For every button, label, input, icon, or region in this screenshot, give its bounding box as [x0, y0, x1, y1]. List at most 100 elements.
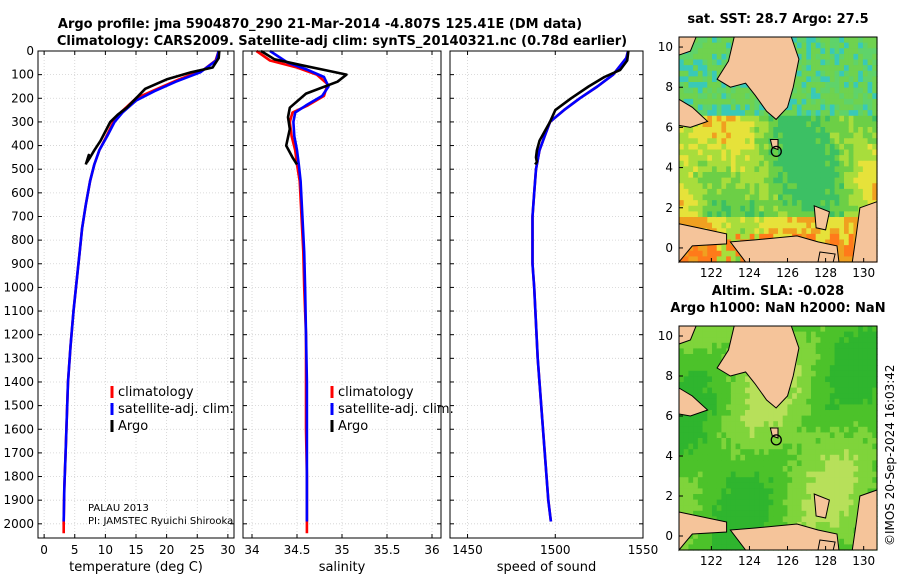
sla-cell — [815, 421, 822, 428]
sla-cell — [853, 494, 859, 501]
sst-cell — [773, 172, 779, 179]
sla-cell — [735, 443, 741, 450]
sla-cell — [796, 454, 803, 461]
sla-cell — [792, 370, 798, 377]
sst-cell — [867, 82, 873, 89]
sst-cell — [862, 48, 869, 55]
sst-cell — [707, 127, 713, 134]
sst-cell — [792, 115, 798, 122]
depth-tick-label: 1700 — [3, 446, 34, 460]
sla-cell — [834, 365, 840, 372]
sla-cell — [829, 404, 836, 411]
sla-cell — [796, 387, 803, 394]
sla-cell — [867, 454, 873, 461]
depth-tick-label: 1600 — [3, 422, 34, 436]
sla-cell — [862, 454, 869, 461]
sst-cell — [796, 115, 803, 122]
sst-cell — [801, 155, 807, 162]
sla-cell — [721, 398, 727, 405]
sla-cell — [848, 527, 855, 534]
sst-cell — [829, 53, 836, 61]
sla-cell — [768, 505, 774, 512]
sla-cell — [707, 438, 713, 445]
sst-cell — [707, 65, 713, 72]
sla-cell — [844, 387, 850, 394]
sst-cell — [712, 138, 718, 145]
sst-cell — [839, 149, 845, 156]
sla-cell — [745, 488, 751, 495]
sla-cell — [716, 359, 723, 366]
sla-cell — [740, 466, 746, 473]
sla-cell — [829, 331, 836, 338]
sst-cell — [853, 115, 859, 122]
sst-cell — [839, 228, 845, 235]
sla-cell — [782, 432, 789, 439]
sla-cell — [834, 488, 840, 495]
sla-cell — [815, 393, 822, 400]
sla-cell — [811, 387, 817, 394]
sst-cell — [848, 138, 855, 145]
sla-cell — [858, 432, 864, 439]
sst-cell — [853, 160, 859, 167]
sst-cell — [825, 104, 831, 111]
sla-cell — [801, 449, 807, 456]
sla-cell — [702, 544, 708, 551]
sla-cell — [839, 533, 845, 540]
sla-cell — [811, 471, 817, 478]
sla-cell — [801, 516, 807, 523]
sla-cell — [825, 376, 831, 383]
sla-cell — [867, 426, 873, 433]
sst-cell — [853, 211, 859, 218]
sla-cell — [745, 415, 751, 422]
sst-cell — [693, 160, 699, 167]
sla-cell — [834, 494, 840, 501]
sla-cell — [811, 410, 817, 417]
sla-cell — [806, 466, 812, 473]
sst-cell — [716, 127, 723, 134]
sst-cell — [815, 194, 822, 201]
sla-cell — [820, 443, 826, 450]
sst-cell — [820, 200, 826, 207]
sla-cell — [820, 466, 826, 473]
sst-cell — [858, 200, 864, 207]
sla-cell — [787, 438, 793, 445]
sla-cell — [848, 432, 855, 439]
sla-cell — [697, 471, 704, 478]
sla-cell — [754, 482, 760, 489]
sla-cell — [726, 454, 732, 461]
sla-cell — [844, 454, 850, 461]
sla-cell — [726, 460, 732, 467]
sla-cell — [844, 516, 850, 523]
sst-cell — [716, 93, 723, 100]
sst-cell — [679, 160, 685, 167]
sla-cell — [707, 466, 713, 473]
sla-cell — [749, 510, 756, 517]
sst-cell — [749, 160, 756, 167]
sst-cell — [754, 188, 760, 196]
sst-cell — [702, 110, 708, 117]
sla-cell — [735, 398, 741, 405]
sla-cell — [679, 454, 685, 461]
legend-argo-label: Argo — [118, 419, 148, 434]
sst-cell — [730, 194, 737, 201]
sla-cell — [702, 410, 708, 417]
sst-cell — [740, 233, 746, 241]
sst-cell — [820, 188, 826, 196]
sla-cell — [721, 488, 727, 495]
sla-cell — [829, 426, 836, 433]
sst-cell — [834, 110, 840, 117]
sla-cell — [745, 438, 751, 445]
sla-cell — [679, 499, 685, 506]
sla-cell — [829, 443, 836, 450]
sst-cell — [820, 121, 826, 128]
sla-cell — [820, 387, 826, 394]
sla-cell — [745, 382, 751, 389]
sst-cell — [829, 222, 836, 229]
sla-cell — [740, 482, 746, 489]
sst-cell — [745, 166, 751, 173]
sla-cell — [848, 538, 855, 545]
sst-cell — [697, 121, 704, 128]
sst-cell — [707, 155, 713, 162]
sla-cell — [759, 494, 765, 501]
sla-cell — [872, 454, 878, 461]
